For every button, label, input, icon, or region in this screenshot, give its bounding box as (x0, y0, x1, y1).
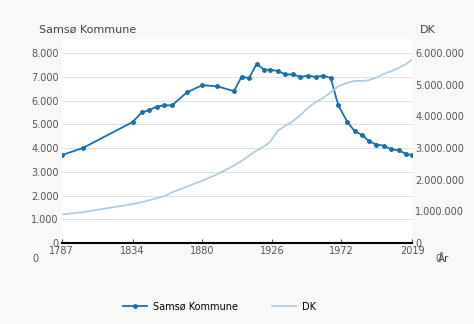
Text: 0: 0 (33, 254, 39, 264)
Text: 0: 0 (435, 254, 441, 264)
Text: DK: DK (419, 25, 435, 35)
Legend: Samsø Kommune, DK: Samsø Kommune, DK (119, 298, 320, 316)
Text: År: År (438, 254, 449, 264)
Text: Samsø Kommune: Samsø Kommune (39, 25, 136, 35)
